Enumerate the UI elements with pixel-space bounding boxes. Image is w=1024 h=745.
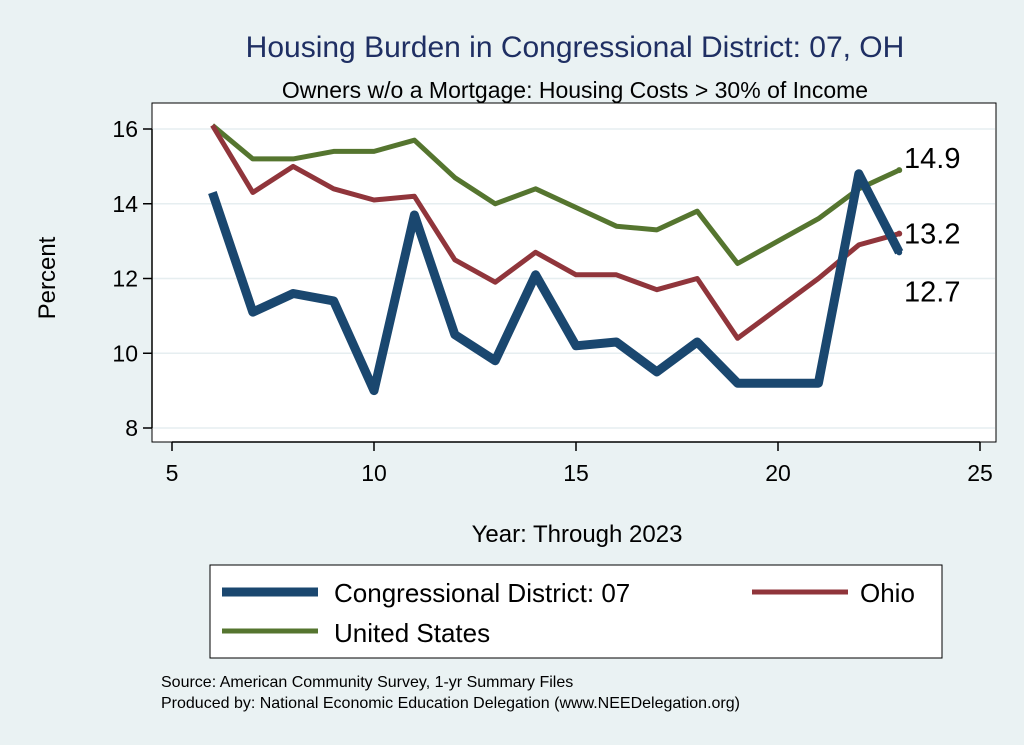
legend-label-us: United States bbox=[334, 618, 490, 648]
series-line-2 bbox=[210, 123, 901, 266]
legend-label-district: Congressional District: 07 bbox=[334, 578, 630, 608]
series-endpoint-1 bbox=[896, 230, 903, 237]
y-tick-label-3: 14 bbox=[112, 191, 138, 217]
y-axis-label: Percent bbox=[34, 236, 61, 319]
series-line-1 bbox=[210, 124, 900, 341]
end-label-1: 13.2 bbox=[904, 219, 960, 251]
producer-note: Produced by: National Economic Education… bbox=[161, 695, 740, 712]
y-tick-label-4: 16 bbox=[112, 116, 138, 142]
y-tick-label-0: 8 bbox=[125, 415, 138, 441]
end-label-0: 12.7 bbox=[904, 276, 960, 308]
axes: 8 10 12 14 16 5 10 15 20 25 bbox=[112, 116, 992, 486]
legend: Congressional District: 07 Ohio United S… bbox=[209, 564, 943, 659]
x-tick-label-2: 15 bbox=[563, 460, 589, 486]
gridlines bbox=[153, 128, 995, 429]
source-note: Source: American Community Survey, 1-yr … bbox=[161, 674, 573, 691]
legend-box bbox=[209, 564, 943, 659]
series-line-0 bbox=[208, 169, 904, 396]
series-endpoint-2 bbox=[896, 167, 903, 174]
x-tick-label-1: 10 bbox=[361, 460, 387, 486]
end-label-2: 14.9 bbox=[904, 143, 960, 175]
y-tick-label-1: 10 bbox=[112, 340, 138, 366]
legend-label-ohio: Ohio bbox=[860, 578, 915, 608]
end-labels: 12.7 13.2 14.9 bbox=[904, 143, 960, 308]
series-group bbox=[208, 123, 904, 396]
x-tick-label-0: 5 bbox=[166, 460, 179, 486]
x-tick-label-4: 25 bbox=[967, 460, 993, 486]
x-tick-label-3: 20 bbox=[765, 460, 791, 486]
x-axis-label: Year: Through 2023 bbox=[472, 521, 683, 548]
chart-title: Housing Burden in Congressional District… bbox=[246, 31, 905, 64]
series-endpoint-0 bbox=[896, 249, 903, 256]
y-tick-label-2: 12 bbox=[112, 266, 138, 292]
chart-subtitle: Owners w/o a Mortgage: Housing Costs > 3… bbox=[282, 77, 868, 103]
